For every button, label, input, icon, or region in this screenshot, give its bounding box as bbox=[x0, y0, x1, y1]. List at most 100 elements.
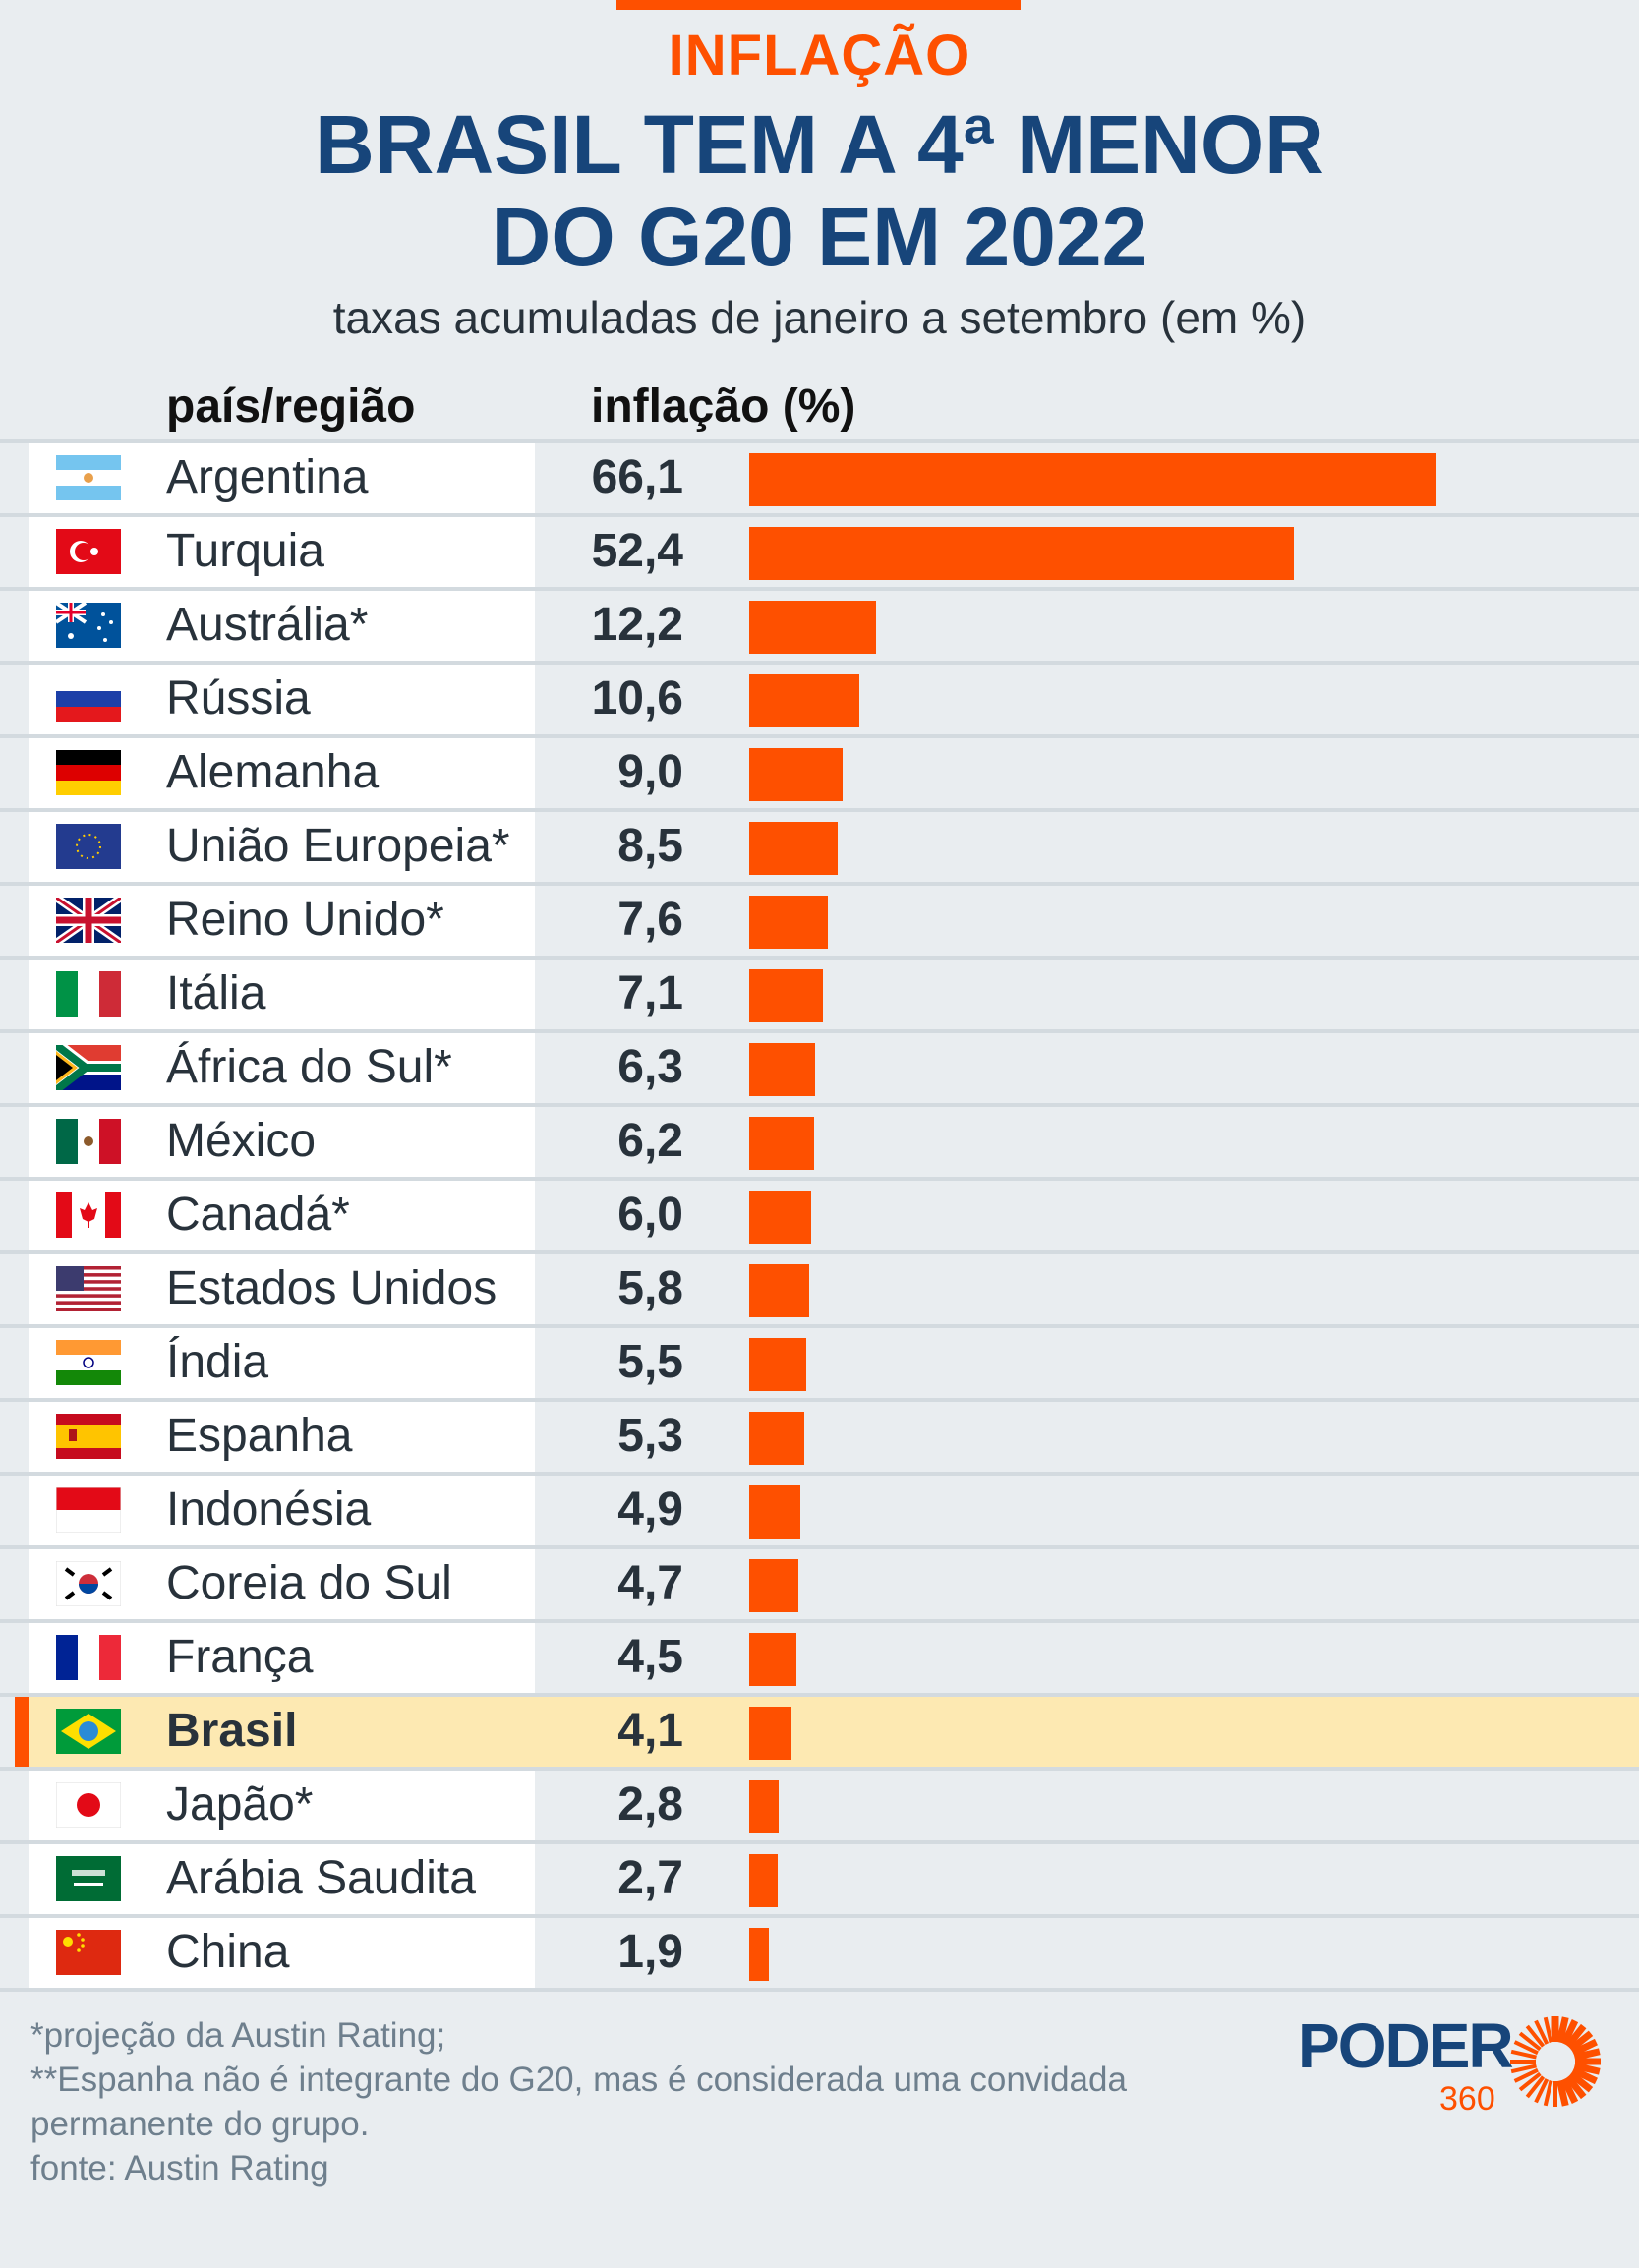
flag-gb-icon bbox=[56, 898, 121, 943]
country-name: União Europeia* bbox=[166, 820, 510, 872]
value-label: 1,9 bbox=[617, 1926, 683, 1978]
flag-de-icon bbox=[56, 750, 121, 795]
value-label: 5,3 bbox=[617, 1410, 683, 1462]
flag-eu-icon bbox=[56, 824, 121, 869]
divider bbox=[0, 1988, 1639, 1992]
bar bbox=[749, 527, 1295, 580]
value-label: 2,7 bbox=[617, 1852, 683, 1904]
row-divider bbox=[0, 882, 1639, 886]
table-row: Canadá* 6,0 bbox=[0, 1177, 1639, 1250]
page-title: BRASIL TEM A 4ª MENOR DO G20 EM 2022 bbox=[0, 98, 1639, 283]
value-label: 7,1 bbox=[617, 967, 683, 1019]
bar bbox=[749, 969, 824, 1022]
table-row: Alemanha 9,0 bbox=[0, 734, 1639, 808]
table-row: África do Sul* 6,3 bbox=[0, 1029, 1639, 1103]
value-label: 2,8 bbox=[617, 1778, 683, 1831]
top-accent-bar bbox=[616, 0, 1021, 10]
table-row: União Europeia* 8,5 bbox=[0, 808, 1639, 882]
flag-za-icon bbox=[56, 1045, 121, 1090]
flag-kr-icon bbox=[56, 1561, 121, 1606]
bar bbox=[749, 1412, 805, 1465]
value-label: 6,2 bbox=[617, 1115, 683, 1167]
value-label: 6,3 bbox=[617, 1041, 683, 1093]
title-line-1: BRASIL TEM A 4ª MENOR bbox=[315, 98, 1324, 191]
bar bbox=[749, 1780, 779, 1833]
flag-sa-icon bbox=[56, 1856, 121, 1901]
table-row: Estados Unidos 5,8 bbox=[0, 1250, 1639, 1324]
country-name: México bbox=[166, 1115, 317, 1167]
value-label: 9,0 bbox=[617, 746, 683, 798]
row-divider bbox=[0, 1840, 1639, 1844]
value-label: 12,2 bbox=[591, 599, 683, 651]
flag-it-icon bbox=[56, 971, 121, 1017]
flag-tr-icon bbox=[56, 529, 121, 574]
footnotes: *projeção da Austin Rating; **Espanha nã… bbox=[30, 2013, 1127, 2190]
country-name: Índia bbox=[166, 1336, 269, 1388]
table-row: Índia 5,5 bbox=[0, 1324, 1639, 1398]
row-divider bbox=[0, 808, 1639, 812]
country-name: França bbox=[166, 1631, 314, 1683]
logo-text: PODER bbox=[1298, 2010, 1514, 2081]
bar bbox=[749, 1117, 814, 1170]
flag-fr-icon bbox=[56, 1635, 121, 1680]
bar bbox=[749, 1559, 798, 1612]
flag-ru-icon bbox=[56, 676, 121, 722]
highlight-background bbox=[15, 1697, 1639, 1767]
table-row: China 1,9 bbox=[0, 1914, 1639, 1988]
row-divider bbox=[0, 734, 1639, 738]
value-label: 4,7 bbox=[617, 1557, 683, 1609]
country-name: Estados Unidos bbox=[166, 1262, 498, 1314]
bar bbox=[749, 1928, 770, 1981]
table-row: França 4,5 bbox=[0, 1619, 1639, 1693]
sun-icon bbox=[1510, 2016, 1601, 2107]
flag-id-icon bbox=[56, 1487, 121, 1533]
table-row: Arábia Saudita 2,7 bbox=[0, 1840, 1639, 1914]
country-name: Reino Unido* bbox=[166, 894, 444, 946]
country-name: Turquia bbox=[166, 525, 324, 577]
bar bbox=[749, 1707, 792, 1760]
value-label: 5,5 bbox=[617, 1336, 683, 1388]
value-label: 7,6 bbox=[617, 894, 683, 946]
bar bbox=[749, 1043, 815, 1096]
column-header-inflation: inflação (%) bbox=[591, 380, 856, 433]
bar bbox=[749, 601, 876, 654]
value-label: 6,0 bbox=[617, 1189, 683, 1241]
row-divider bbox=[0, 1029, 1639, 1033]
bar bbox=[749, 1338, 807, 1391]
table-row: Indonésia 4,9 bbox=[0, 1472, 1639, 1545]
subtitle: taxas acumuladas de janeiro a setembro (… bbox=[332, 292, 1307, 343]
table-row: México 6,2 bbox=[0, 1103, 1639, 1177]
value-label: 8,5 bbox=[617, 820, 683, 872]
country-name: Espanha bbox=[166, 1410, 353, 1462]
flag-es-icon bbox=[56, 1414, 121, 1459]
country-name: África do Sul* bbox=[166, 1041, 452, 1093]
kicker: INFLAÇÃO bbox=[668, 24, 971, 87]
footnote: **Espanha não é integrante do G20, mas é… bbox=[30, 2061, 1127, 2099]
row-divider bbox=[0, 1545, 1639, 1549]
country-name: Argentina bbox=[166, 451, 369, 503]
footnote: *projeção da Austin Rating; bbox=[30, 2016, 446, 2055]
value-label: 5,8 bbox=[617, 1262, 683, 1314]
row-divider bbox=[0, 1767, 1639, 1771]
country-name: Alemanha bbox=[166, 746, 380, 798]
bar bbox=[749, 822, 838, 875]
row-divider bbox=[0, 1324, 1639, 1328]
source-note: fonte: Austin Rating bbox=[30, 2149, 329, 2187]
footnote: permanente do grupo. bbox=[30, 2105, 370, 2143]
table-row: Turquia 52,4 bbox=[0, 513, 1639, 587]
row-divider bbox=[0, 1693, 1639, 1697]
bar bbox=[749, 1854, 778, 1907]
row-divider bbox=[0, 1103, 1639, 1107]
bar bbox=[749, 1485, 800, 1539]
value-label: 10,6 bbox=[591, 672, 683, 725]
bar bbox=[749, 748, 844, 801]
row-divider bbox=[0, 1472, 1639, 1476]
country-name: Canadá* bbox=[166, 1189, 350, 1241]
title-line-2: DO G20 EM 2022 bbox=[491, 191, 1148, 283]
row-divider bbox=[0, 439, 1639, 443]
flag-ar-icon bbox=[56, 455, 121, 500]
country-name: Brasil bbox=[166, 1705, 298, 1757]
row-divider bbox=[0, 661, 1639, 665]
value-label: 4,1 bbox=[617, 1705, 683, 1757]
table-row: Brasil 4,1 bbox=[0, 1693, 1639, 1767]
